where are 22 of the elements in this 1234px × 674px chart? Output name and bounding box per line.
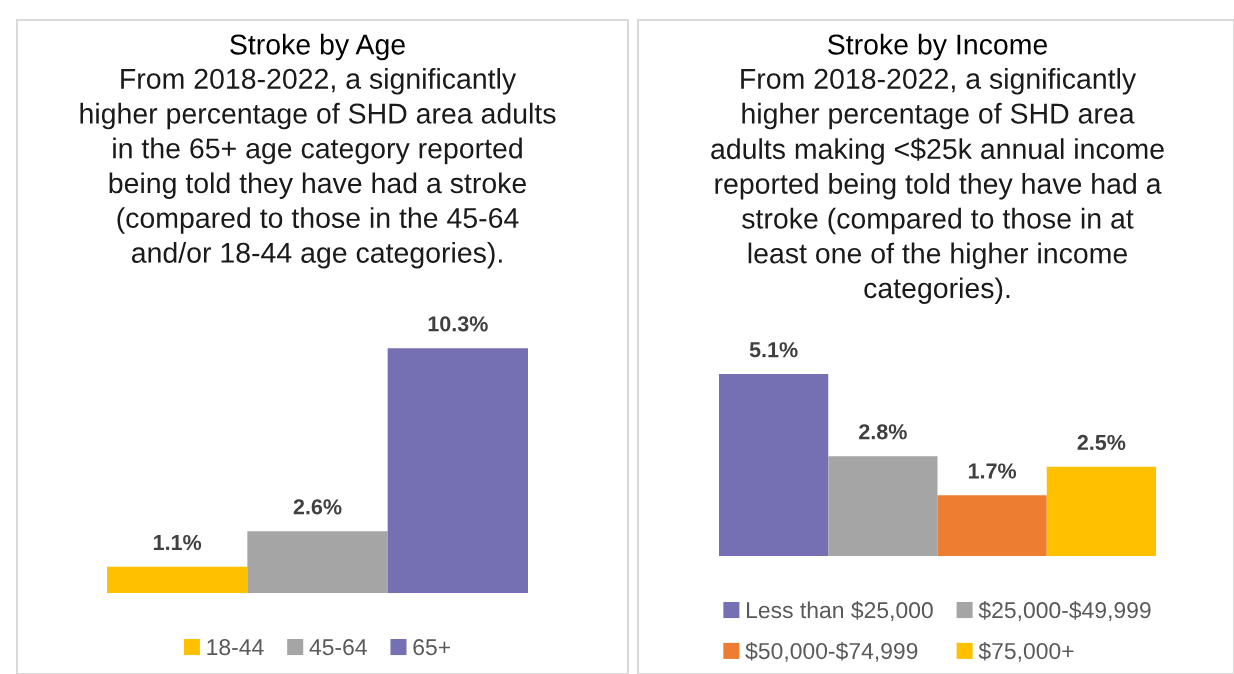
bar <box>719 374 829 556</box>
data-label: 2.8% <box>859 424 907 440</box>
data-label: 1.7% <box>968 463 1017 479</box>
bar <box>1046 466 1156 556</box>
legend-label: 65+ <box>413 639 450 656</box>
chart-subtitle: From 2018-2022, a significantly higher percentage of SHD area adults making <$25k annual income reported being told they have had a stroke (compared to those in at least one of the higher income categories). <box>711 68 1164 304</box>
data-label: 1.1% <box>153 534 202 551</box>
legend-label: 45-64 <box>309 639 367 656</box>
legend-label: $75,000+ <box>978 641 1074 662</box>
legend-label: Less than $25,000 <box>746 601 933 621</box>
data-label: 2.6% <box>293 499 342 515</box>
legend-label: $50,000-$74,999 <box>745 641 918 662</box>
data-label: 2.5% <box>1077 434 1126 451</box>
bar <box>828 456 938 556</box>
data-label: 5.1% <box>749 342 798 358</box>
legend-label: 18-44 <box>207 639 264 656</box>
chart-title: Stroke by Income <box>828 33 1048 61</box>
legend-label: $25,000-$49,999 <box>978 601 1151 621</box>
bar <box>937 495 1047 556</box>
chart-title: Stroke by Age <box>230 33 405 61</box>
chart-subtitle: From 2018-2022, a significantly higher percentage of SHD area adults in the 65+ age category reported being told they have had a stroke (compared to those in the 45-64 and/or 18-44 age categories). <box>80 68 556 269</box>
data-label: 10.3% <box>428 316 488 332</box>
